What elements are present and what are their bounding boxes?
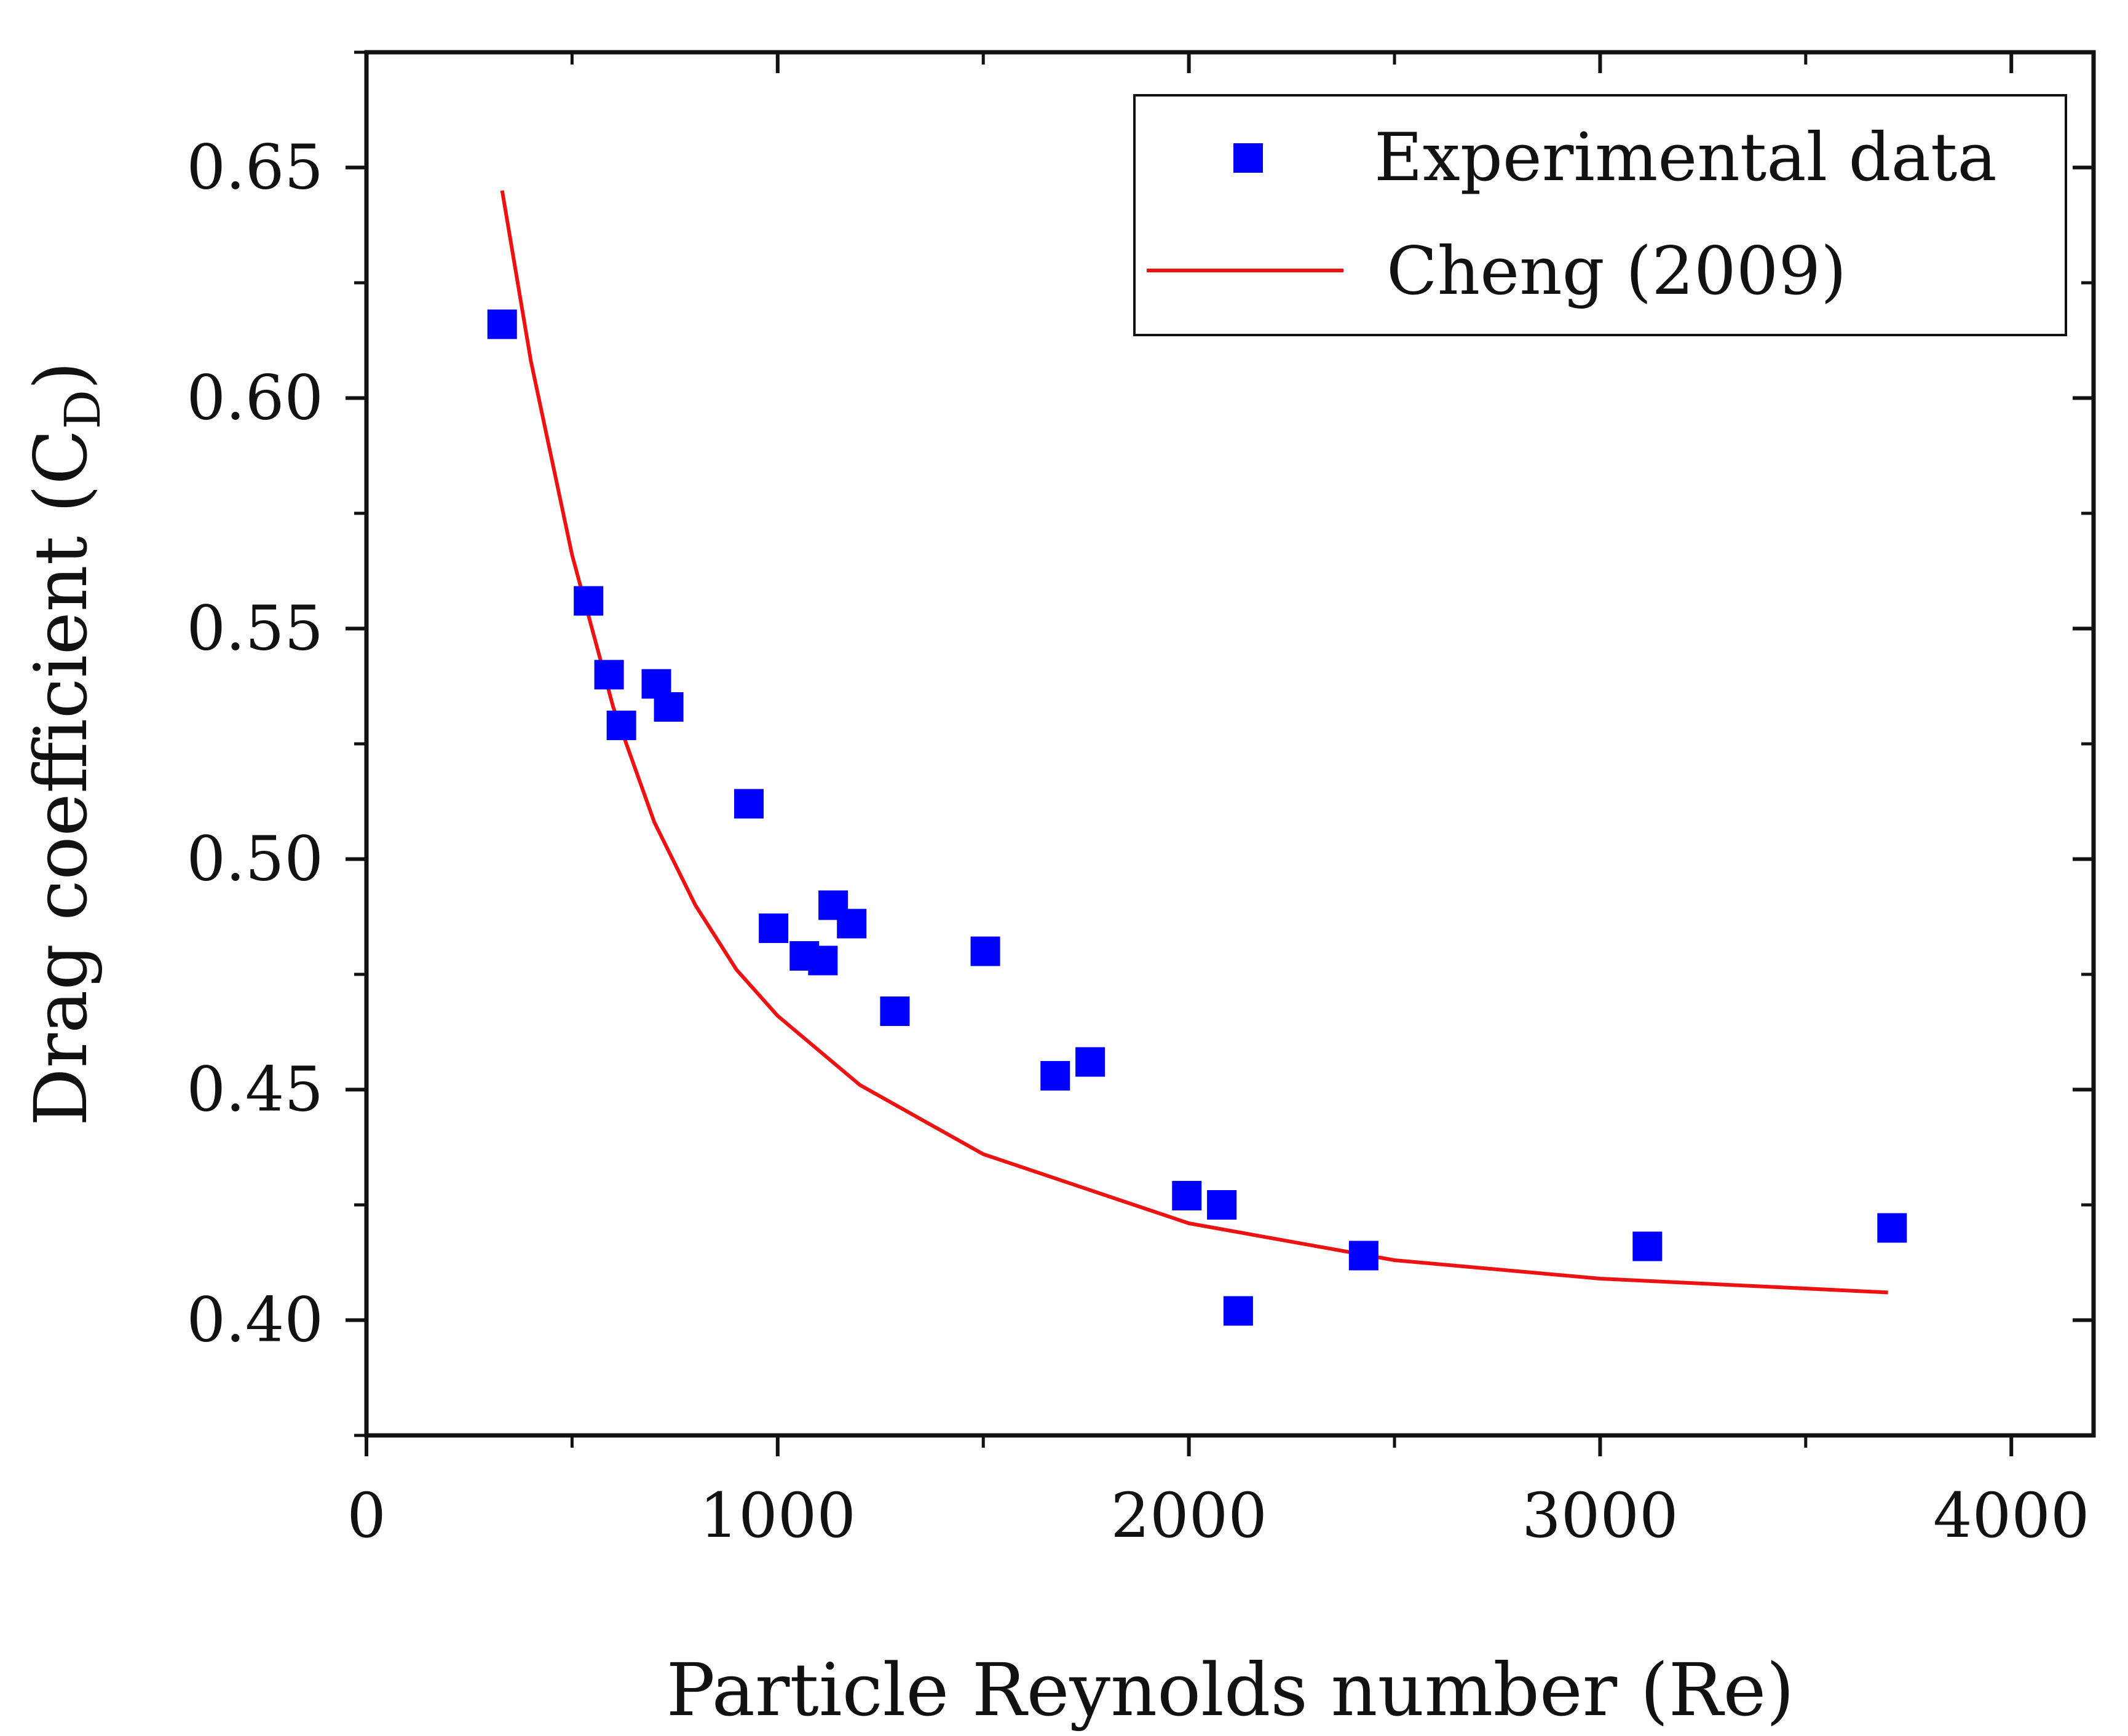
legend: Experimental data Cheng (2009) [1133,94,2067,336]
experimental-point [837,909,867,939]
experimental-point [1172,1181,1202,1210]
legend-model-label: Cheng (2009) [1386,233,1846,310]
x-tick-label: 0 [347,1480,386,1552]
x-tick-label: 2000 [1110,1480,1267,1552]
experimental-point [1348,1241,1378,1271]
experimental-point [1207,1190,1237,1220]
x-tick-label: 1000 [700,1480,856,1552]
experimental-point [574,586,604,616]
x-tick-label: 3000 [1522,1480,1679,1552]
experimental-point [1075,1047,1106,1077]
y-tick-label: 0.55 [186,593,323,665]
experimental-point [970,936,1000,966]
y-axis-ticks: 0.40 0.45 0.50 0.55 0.60 0.65 [186,50,2094,1437]
model-curve-group [500,190,1888,1295]
y-tick-label: 0.40 [186,1284,323,1356]
legend-experimental-marker [1233,143,1263,173]
x-axis-ticks: 0 1000 2000 3000 4000 [347,52,2089,1552]
experimental-point [880,996,910,1026]
experimental-point [487,309,517,339]
y-axis-title: Drag coefficient (CD) [18,361,111,1126]
experimental-points-group [487,309,1907,1326]
experimental-point [594,660,624,690]
y-tick-label: 0.50 [186,823,323,895]
experimental-point [734,789,764,819]
experimental-point [654,692,684,722]
y-axis-title-main: Drag coefficient (C [18,429,103,1126]
experimental-point [1223,1296,1253,1326]
y-tick-label: 0.65 [186,132,323,203]
experimental-point [808,945,838,976]
experimental-point [1877,1213,1907,1243]
y-tick-label: 0.60 [186,362,323,434]
experimental-point [1040,1061,1070,1091]
experimental-point [1632,1231,1663,1261]
experimental-point [606,711,636,740]
x-tick-label: 4000 [1933,1480,2090,1552]
x-axis-title: Particle Reynolds number (Re) [666,1647,1795,1732]
y-tick-label: 0.45 [186,1054,323,1126]
experimental-point [759,913,789,943]
legend-box [1133,94,2067,336]
y-axis-title-close: ) [18,361,103,390]
y-axis-title-subscript: D [54,390,111,429]
model-curve-cheng-2009 [500,190,1888,1295]
legend-experimental-label: Experimental data [1374,119,1997,196]
